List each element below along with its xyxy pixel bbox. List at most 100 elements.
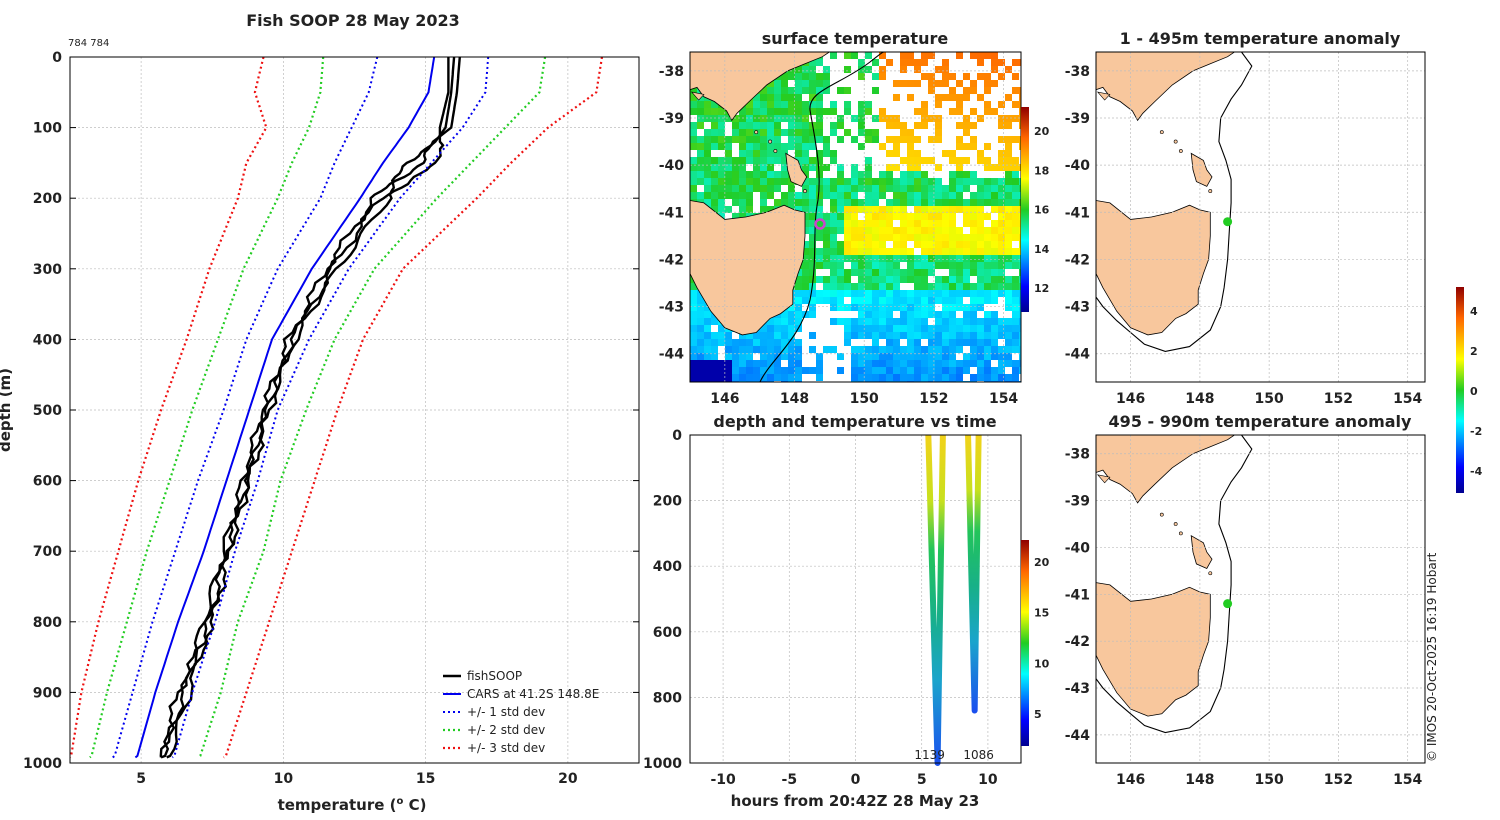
sst-pixel — [725, 164, 732, 171]
sst-pixel — [865, 325, 872, 332]
sst-pixel — [928, 206, 935, 213]
sst-pixel — [865, 66, 872, 73]
sst-small-island — [803, 189, 807, 193]
sst-pixel — [802, 108, 809, 115]
sst-pixel — [795, 122, 802, 129]
sst-pixel — [963, 360, 970, 367]
profile-series-line — [222, 57, 604, 759]
sst-pixel — [865, 269, 872, 276]
sst-pixel — [816, 115, 823, 122]
sst-pixel — [928, 269, 935, 276]
sst-pixel — [816, 150, 823, 157]
sst-pixel — [753, 108, 760, 115]
sst-pixel — [991, 262, 998, 269]
sst-pixel — [879, 367, 886, 374]
sst-pixel — [977, 94, 984, 101]
sst-pixel — [956, 80, 963, 87]
sst-pixel — [760, 94, 767, 101]
sst-pixel — [914, 59, 921, 66]
sst-pixel — [935, 192, 942, 199]
sst-pixel — [830, 227, 837, 234]
sst-pixel — [900, 318, 907, 325]
sst-pixel — [886, 255, 893, 262]
sst-pixel — [739, 332, 746, 339]
sst-pixel — [963, 262, 970, 269]
sst-pixel — [914, 227, 921, 234]
sst-pixel — [921, 213, 928, 220]
sst-pixel — [809, 241, 816, 248]
sst-pixel — [921, 346, 928, 353]
sst-pixel — [1019, 367, 1021, 374]
sst-pixel — [1005, 171, 1012, 178]
sst-pixel — [844, 206, 851, 213]
sst-pixel — [844, 234, 851, 241]
sst-pixel — [921, 206, 928, 213]
sst-pixel — [956, 360, 963, 367]
sst-pixel — [872, 59, 879, 66]
sst-pixel — [963, 332, 970, 339]
sst-pixel — [914, 157, 921, 164]
anom1-map — [1096, 52, 1425, 382]
sst-pixel — [823, 297, 830, 304]
time-ytick: 800 — [653, 690, 682, 706]
sst-pixel — [886, 136, 893, 143]
sst-pixel — [970, 374, 977, 381]
sst-pixel — [823, 185, 830, 192]
profile-ytick: 300 — [33, 262, 62, 278]
sst-pixel — [802, 115, 809, 122]
sst-pixel — [893, 115, 900, 122]
sst-pixel — [956, 143, 963, 150]
profile-series-line — [171, 57, 490, 759]
sst-pixel — [872, 374, 879, 381]
sst-pixel — [858, 227, 865, 234]
sst-pixel — [977, 192, 984, 199]
sst-pixel — [816, 129, 823, 136]
sst-pixel — [697, 346, 704, 353]
sst-pixel — [879, 269, 886, 276]
sst-pixel — [697, 332, 704, 339]
sst-pixel — [1005, 346, 1012, 353]
sst-pixel — [928, 234, 935, 241]
sst-pixel — [914, 164, 921, 171]
sst-pixel — [704, 108, 711, 115]
sst-pixel — [690, 290, 697, 297]
sst-pixel — [963, 234, 970, 241]
sst-pixel — [935, 94, 942, 101]
sst-pixel — [893, 248, 900, 255]
sst-pixel — [851, 52, 858, 59]
sst-pixel — [697, 171, 704, 178]
sst-pixel — [921, 101, 928, 108]
sst-pixel — [1005, 115, 1012, 122]
sst-pixel — [1012, 73, 1019, 80]
time-cast-label: 1139 — [914, 748, 945, 762]
sst-pixel — [956, 192, 963, 199]
sst-pixel — [704, 318, 711, 325]
sst-pixel — [718, 122, 725, 129]
sst-pixel — [914, 311, 921, 318]
time-panel: depth and temperature vs time 1139 1086 -… — [643, 412, 1050, 810]
sst-pixel — [991, 199, 998, 206]
sst-pixel — [1005, 262, 1012, 269]
sst-pixel — [998, 353, 1005, 360]
sst-pixel — [872, 346, 879, 353]
sst-pixel — [697, 297, 704, 304]
sst-pixel — [970, 108, 977, 115]
sst-pixel — [746, 199, 753, 206]
sst-pixel — [711, 178, 718, 185]
sst-pixel — [830, 199, 837, 206]
anom2-lat-tick: -40 — [1065, 540, 1091, 556]
sst-pixel — [970, 143, 977, 150]
sst-pixel — [830, 192, 837, 199]
sst-pixel — [739, 185, 746, 192]
sst-small-island — [773, 149, 778, 153]
sst-pixel — [816, 353, 823, 360]
sst-pixel — [837, 241, 844, 248]
time-title: depth and temperature vs time — [713, 412, 996, 431]
sst-pixel — [697, 374, 704, 381]
sst-pixel — [991, 248, 998, 255]
sst-pixel — [823, 192, 830, 199]
sst-pixel — [760, 178, 767, 185]
sst-pixel — [949, 87, 956, 94]
sst-pixel — [844, 276, 851, 283]
sst-pixel — [977, 290, 984, 297]
